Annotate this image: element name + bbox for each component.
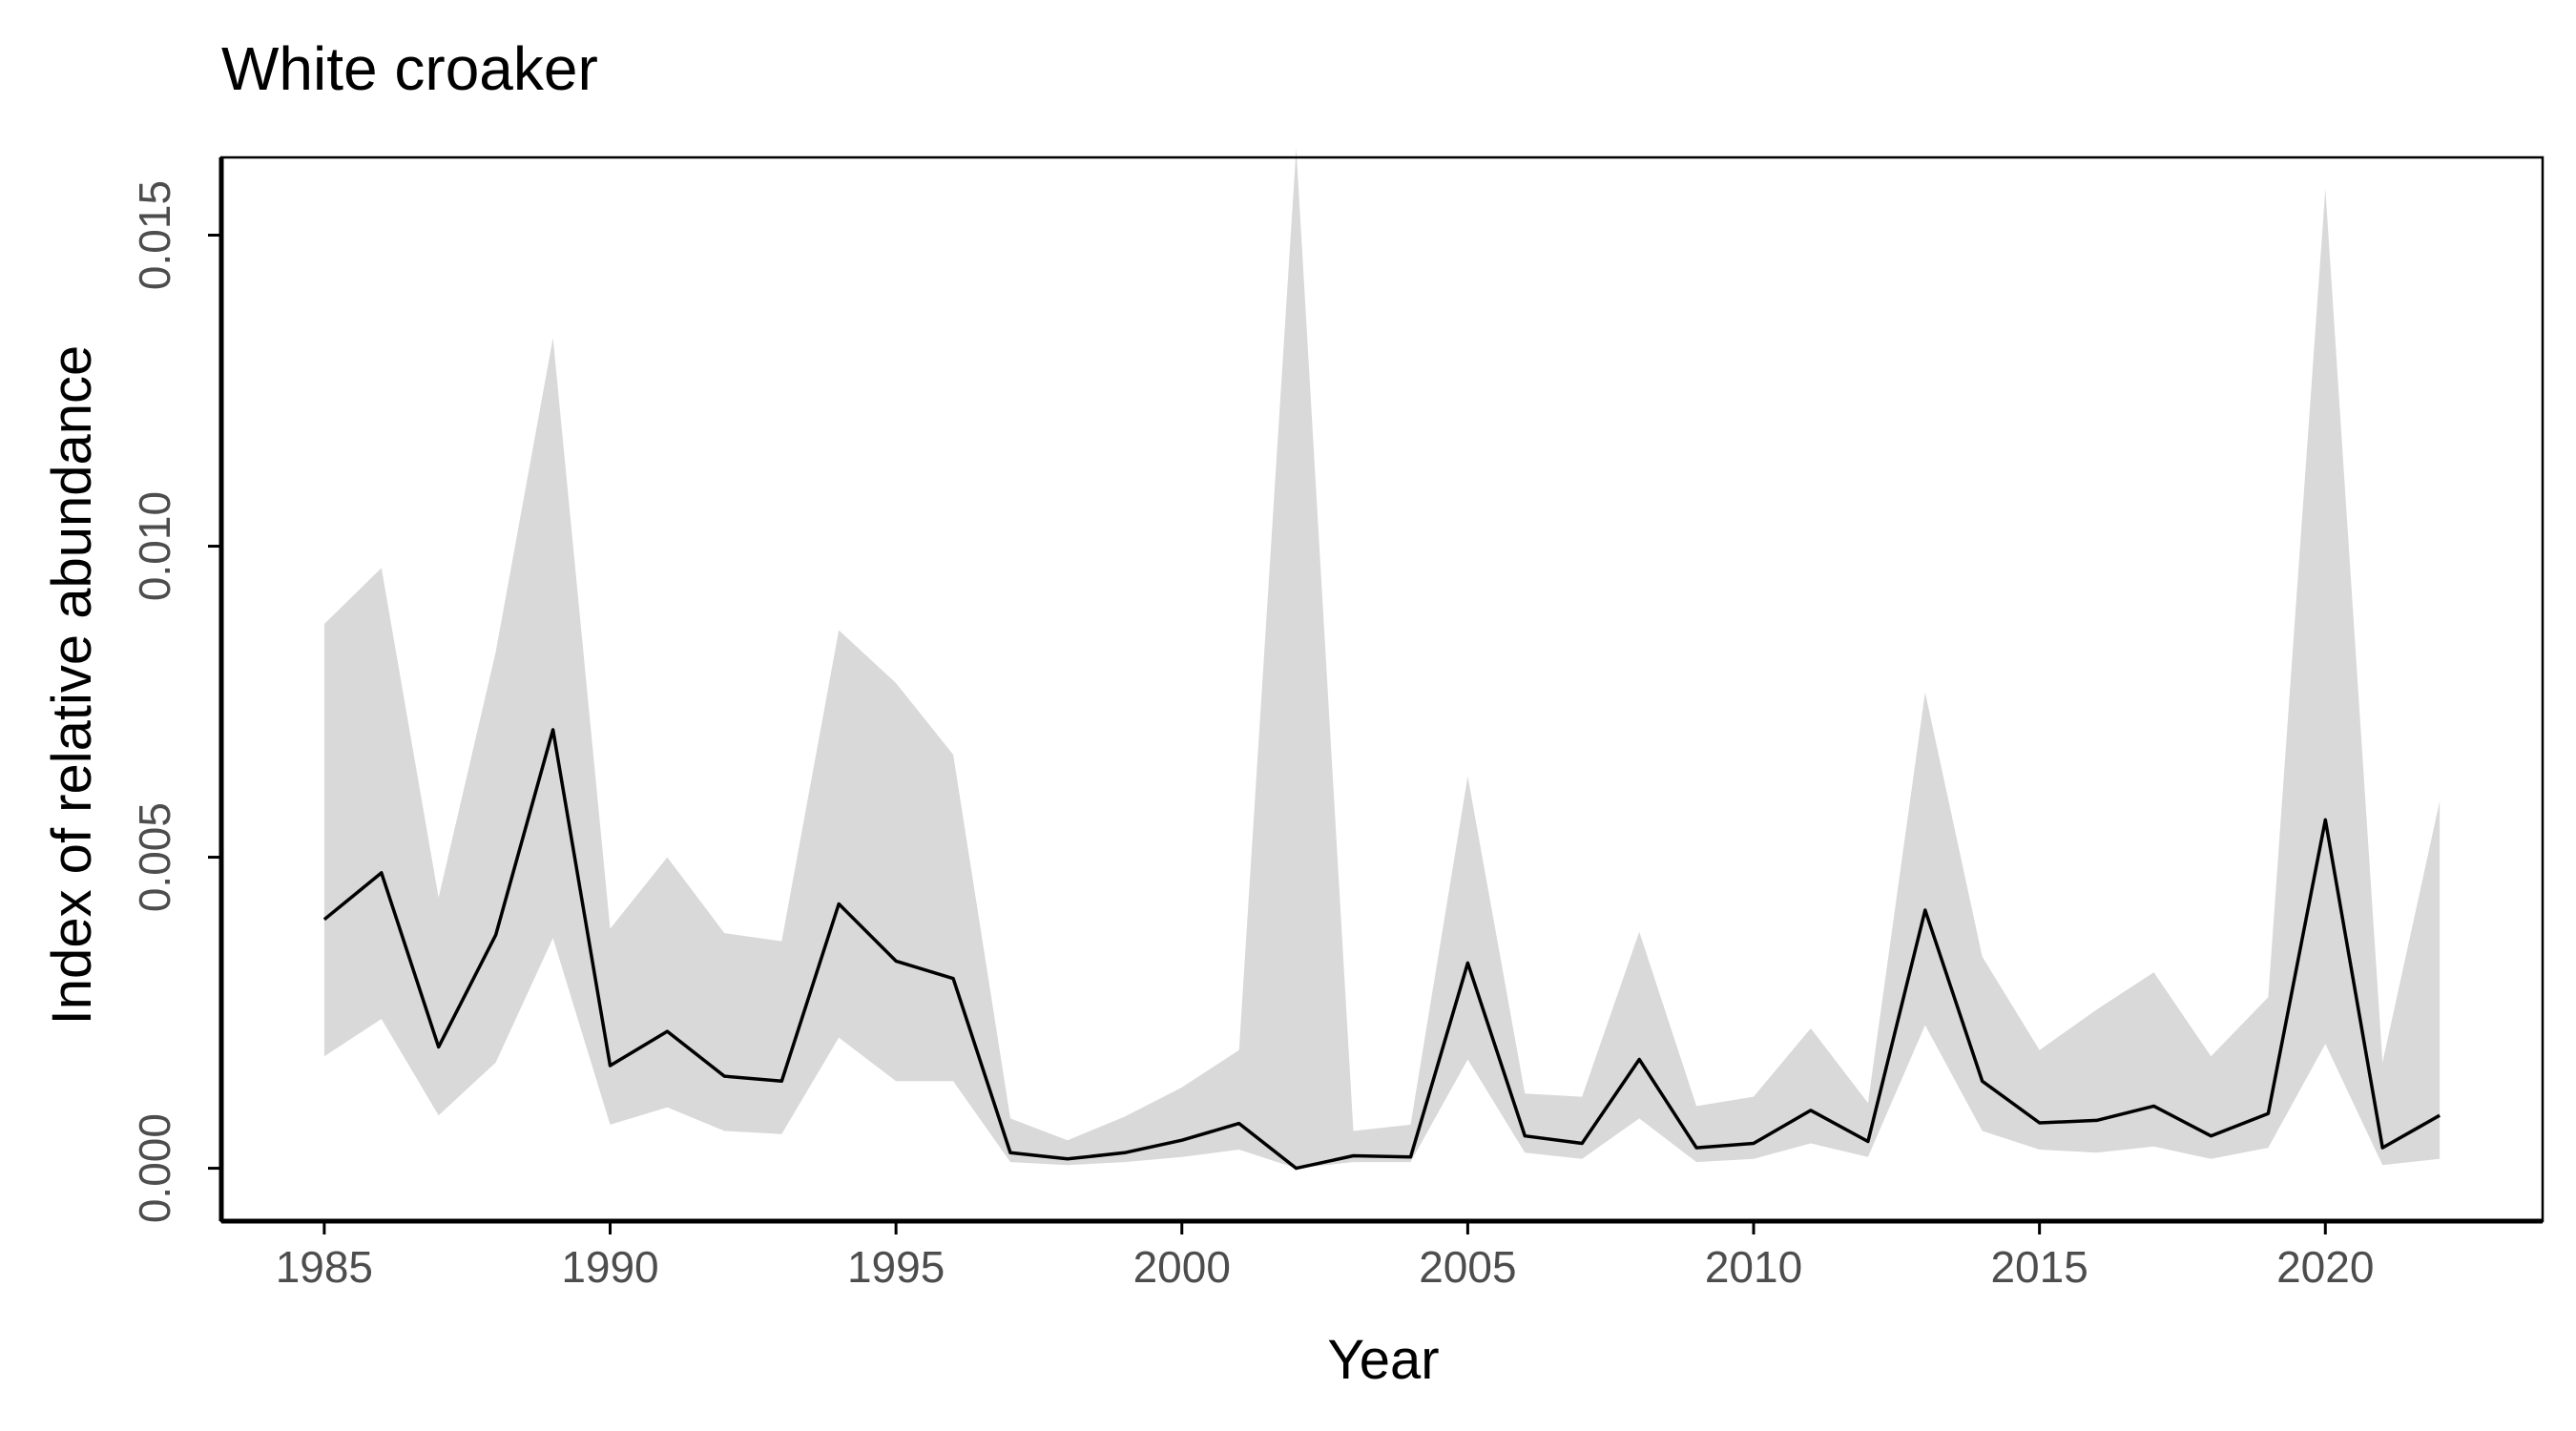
chart-title: White croaker [221,34,598,103]
y-tick-label: 0.015 [130,180,179,290]
x-tick-label: 1985 [276,1242,373,1292]
y-tick-label: 0.005 [130,802,179,912]
y-tick-label: 0.000 [130,1113,179,1223]
index-line [322,728,2441,1171]
x-tick-label: 1995 [847,1242,945,1292]
x-tick-label: 1990 [561,1242,658,1292]
x-tick-label: 2010 [1705,1242,1802,1292]
x-tick-label: 2015 [1990,1242,2088,1292]
x-tick-label: 2005 [1419,1242,1516,1292]
y-tick-label: 0.010 [130,491,179,601]
x-axis-title: Year [1327,1329,1439,1391]
x-tick-label: 2020 [2276,1242,2374,1292]
x-tick-label: 2000 [1133,1242,1231,1292]
y-axis-title: Index of relative abundance [41,345,103,1026]
x-axis: 1985 1990 1995 2000 2005 2010 2015 2020 [221,1218,2543,1292]
confidence-band [323,148,2441,1169]
y-axis: 0.000 0.005 0.010 0.015 [130,157,224,1223]
